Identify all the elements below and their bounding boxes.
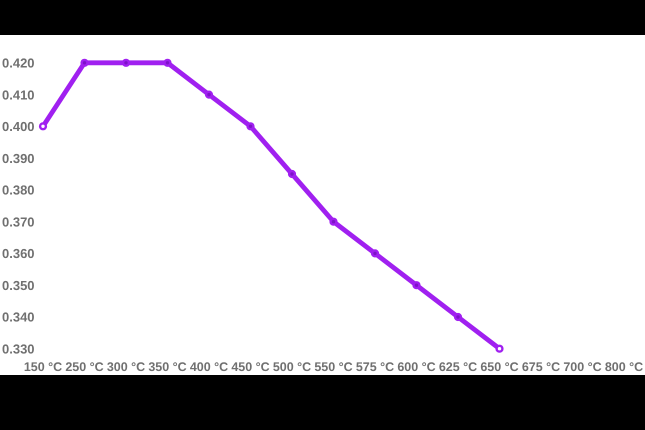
svg-text:350 °C: 350 °C (148, 360, 186, 374)
svg-text:0.410: 0.410 (2, 87, 35, 102)
svg-text:450 °C: 450 °C (231, 360, 269, 374)
svg-text:800 °C: 800 °C (605, 360, 643, 374)
svg-text:0.370: 0.370 (2, 214, 35, 229)
svg-text:0.400: 0.400 (2, 119, 35, 134)
svg-text:0.360: 0.360 (2, 246, 35, 261)
svg-text:0.350: 0.350 (2, 278, 35, 293)
svg-text:625 °C: 625 °C (439, 360, 477, 374)
svg-text:0.330: 0.330 (2, 341, 35, 356)
svg-text:0.390: 0.390 (2, 151, 35, 166)
svg-text:0.380: 0.380 (2, 183, 35, 198)
svg-text:500 °C: 500 °C (273, 360, 311, 374)
svg-text:0.340: 0.340 (2, 310, 35, 325)
svg-text:0.420: 0.420 (2, 56, 35, 71)
svg-text:400 °C: 400 °C (190, 360, 228, 374)
svg-text:575 °C: 575 °C (356, 360, 394, 374)
svg-text:650 °C: 650 °C (480, 360, 518, 374)
svg-text:600 °C: 600 °C (397, 360, 435, 374)
svg-text:150 °C: 150 °C (24, 360, 62, 374)
svg-text:300 °C: 300 °C (107, 360, 145, 374)
svg-text:675 °C: 675 °C (522, 360, 560, 374)
svg-text:700 °C: 700 °C (563, 360, 601, 374)
svg-text:550 °C: 550 °C (314, 360, 352, 374)
svg-text:250 °C: 250 °C (65, 360, 103, 374)
